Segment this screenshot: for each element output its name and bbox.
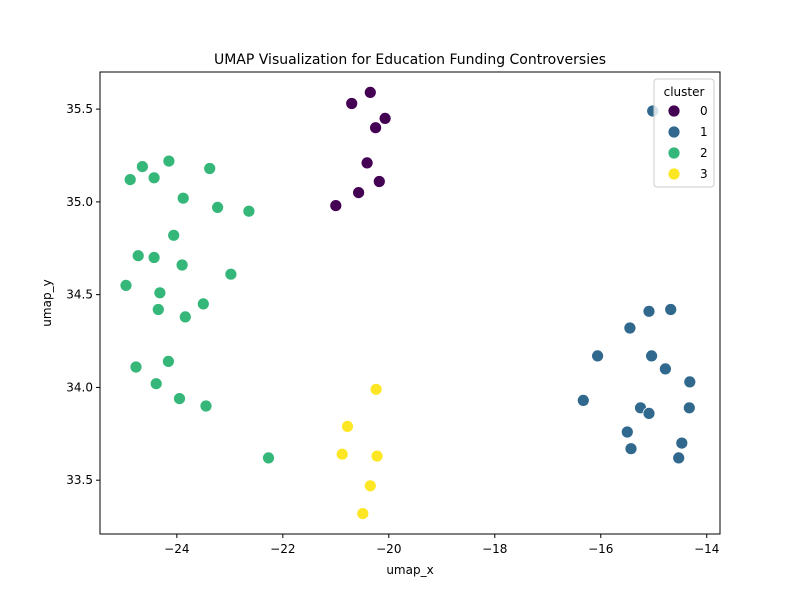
- data-point-cluster-0: [378, 112, 392, 125]
- data-point-cluster-0: [345, 97, 359, 110]
- data-point-cluster-3: [335, 447, 349, 461]
- data-point-cluster-2: [173, 392, 186, 406]
- data-point-cluster-0: [369, 121, 383, 135]
- data-point-cluster-0: [352, 186, 366, 200]
- chart-title: UMAP Visualization for Education Funding…: [214, 52, 606, 68]
- data-point-cluster-3: [341, 419, 354, 433]
- data-point-cluster-1: [675, 436, 689, 450]
- legend-marker-cluster-0: [667, 104, 681, 118]
- legend-label-cluster-2: 2: [700, 146, 708, 160]
- data-point-cluster-2: [178, 310, 192, 324]
- data-point-cluster-2: [196, 297, 210, 311]
- y-tick-label: 35.5: [66, 102, 93, 116]
- data-point-cluster-2: [224, 267, 238, 281]
- x-tick-label: −20: [376, 542, 401, 556]
- data-point-cluster-1: [642, 304, 656, 318]
- x-axis: −24 −22 −20 −18 −16 −14: [164, 534, 719, 556]
- data-point-cluster-2: [131, 249, 145, 263]
- legend-box: [653, 78, 715, 188]
- y-tick-label: 34.5: [66, 288, 93, 302]
- legend-marker-cluster-3: [667, 167, 681, 181]
- x-tick-label: −22: [270, 542, 295, 556]
- y-tick-label: 34.0: [66, 380, 93, 394]
- y-tick-label: 33.5: [66, 473, 93, 487]
- data-point-cluster-2: [119, 278, 133, 292]
- data-point-cluster-2: [167, 228, 181, 242]
- data-point-cluster-2: [162, 154, 176, 168]
- legend-label-cluster-1: 1: [700, 125, 708, 139]
- data-point-cluster-1: [624, 442, 638, 456]
- data-point-cluster-2: [129, 360, 143, 374]
- x-tick-label: −24: [164, 542, 189, 556]
- data-point-cluster-0: [372, 175, 386, 188]
- legend-label-cluster-3: 3: [700, 167, 708, 181]
- x-tick-label: −14: [694, 542, 719, 556]
- data-point-cluster-3: [370, 449, 384, 463]
- data-point-cluster-2: [203, 162, 217, 175]
- data-point-cluster-0: [329, 199, 343, 213]
- data-point-cluster-2: [262, 451, 275, 465]
- data-point-cluster-1: [659, 362, 672, 376]
- data-point-cluster-1: [591, 349, 604, 363]
- data-point-cluster-3: [363, 479, 377, 493]
- data-point-cluster-2: [161, 354, 175, 368]
- data-point-cluster-1: [642, 406, 656, 420]
- data-point-cluster-0: [360, 156, 374, 170]
- data-point-cluster-2: [176, 191, 190, 205]
- data-point-cluster-3: [369, 382, 383, 396]
- points-layer: [119, 86, 697, 520]
- data-point-cluster-2: [242, 204, 256, 218]
- data-point-cluster-2: [175, 258, 189, 272]
- data-point-cluster-1: [683, 375, 697, 389]
- data-point-cluster-2: [135, 160, 149, 174]
- y-axis: 33.5 34.0 34.5 35.0 35.5: [66, 102, 100, 487]
- data-point-cluster-2: [123, 173, 137, 187]
- legend-marker-cluster-1: [667, 125, 681, 139]
- data-point-cluster-3: [356, 507, 370, 520]
- data-point-cluster-1: [623, 321, 637, 335]
- data-point-cluster-2: [153, 286, 167, 300]
- data-point-cluster-1: [664, 303, 678, 316]
- data-point-cluster-2: [211, 200, 225, 214]
- x-tick-label: −16: [588, 542, 613, 556]
- data-point-cluster-2: [149, 377, 163, 391]
- legend-title: cluster: [664, 85, 705, 99]
- x-axis-label: umap_x: [386, 563, 433, 577]
- data-point-cluster-2: [199, 399, 213, 413]
- data-point-cluster-1: [672, 451, 686, 465]
- data-point-cluster-2: [147, 251, 161, 264]
- data-point-cluster-1: [682, 401, 696, 415]
- data-point-cluster-2: [151, 303, 165, 316]
- data-point-cluster-0: [363, 86, 377, 99]
- data-point-cluster-1: [645, 349, 658, 363]
- data-point-cluster-1: [576, 393, 590, 407]
- legend-label-cluster-0: 0: [700, 104, 708, 118]
- data-point-cluster-1: [620, 425, 634, 439]
- x-tick-label: −18: [482, 542, 507, 556]
- y-axis-label: umap_y: [40, 279, 54, 326]
- data-point-cluster-2: [147, 171, 161, 185]
- legend: cluster 0 1 2 3: [653, 78, 715, 188]
- y-tick-label: 35.0: [66, 195, 93, 209]
- legend-marker-cluster-2: [667, 146, 681, 160]
- plot-area-frame: [99, 71, 721, 535]
